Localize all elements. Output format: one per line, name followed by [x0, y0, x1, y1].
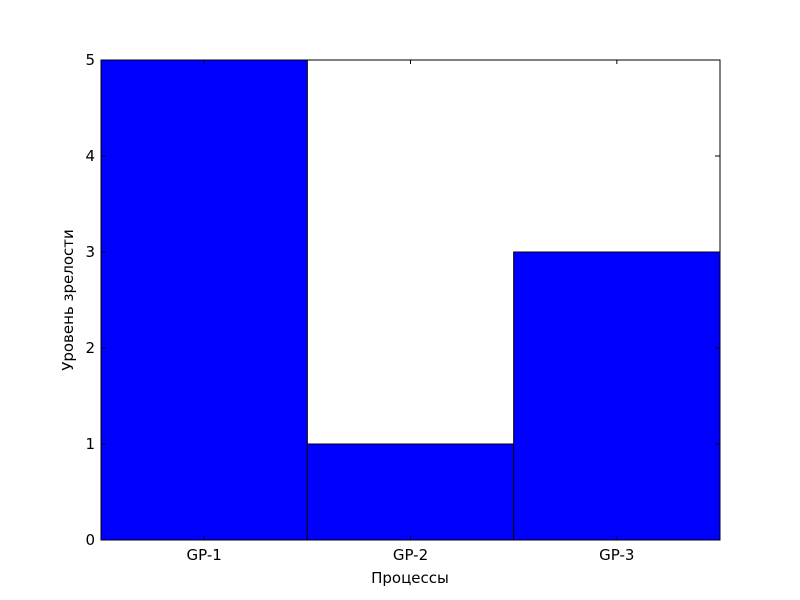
bar-gp-2	[306, 443, 515, 541]
bar-gp-1	[100, 59, 308, 541]
y-tick-label: 2	[85, 339, 95, 357]
tick-labels-group: GP-1 GP-2 GP-3 0 1 2 3 4 5	[85, 51, 634, 564]
y-tick-label: 3	[85, 243, 95, 261]
y-axis-label: Уровень зрелости	[59, 229, 77, 371]
y-tick-label: 0	[85, 531, 95, 549]
y-tick-label: 5	[85, 51, 95, 69]
x-axis-label: Процессы	[371, 569, 449, 587]
x-tick-label: GP-3	[599, 546, 634, 564]
y-tick-label: 4	[85, 147, 95, 165]
x-tick-label: GP-2	[393, 546, 428, 564]
plot-frame	[100, 59, 721, 541]
y-tick-label: 1	[85, 435, 95, 453]
x-tick-label: GP-1	[187, 546, 222, 564]
bar-gp-3	[513, 251, 721, 541]
bars-group	[100, 59, 721, 541]
